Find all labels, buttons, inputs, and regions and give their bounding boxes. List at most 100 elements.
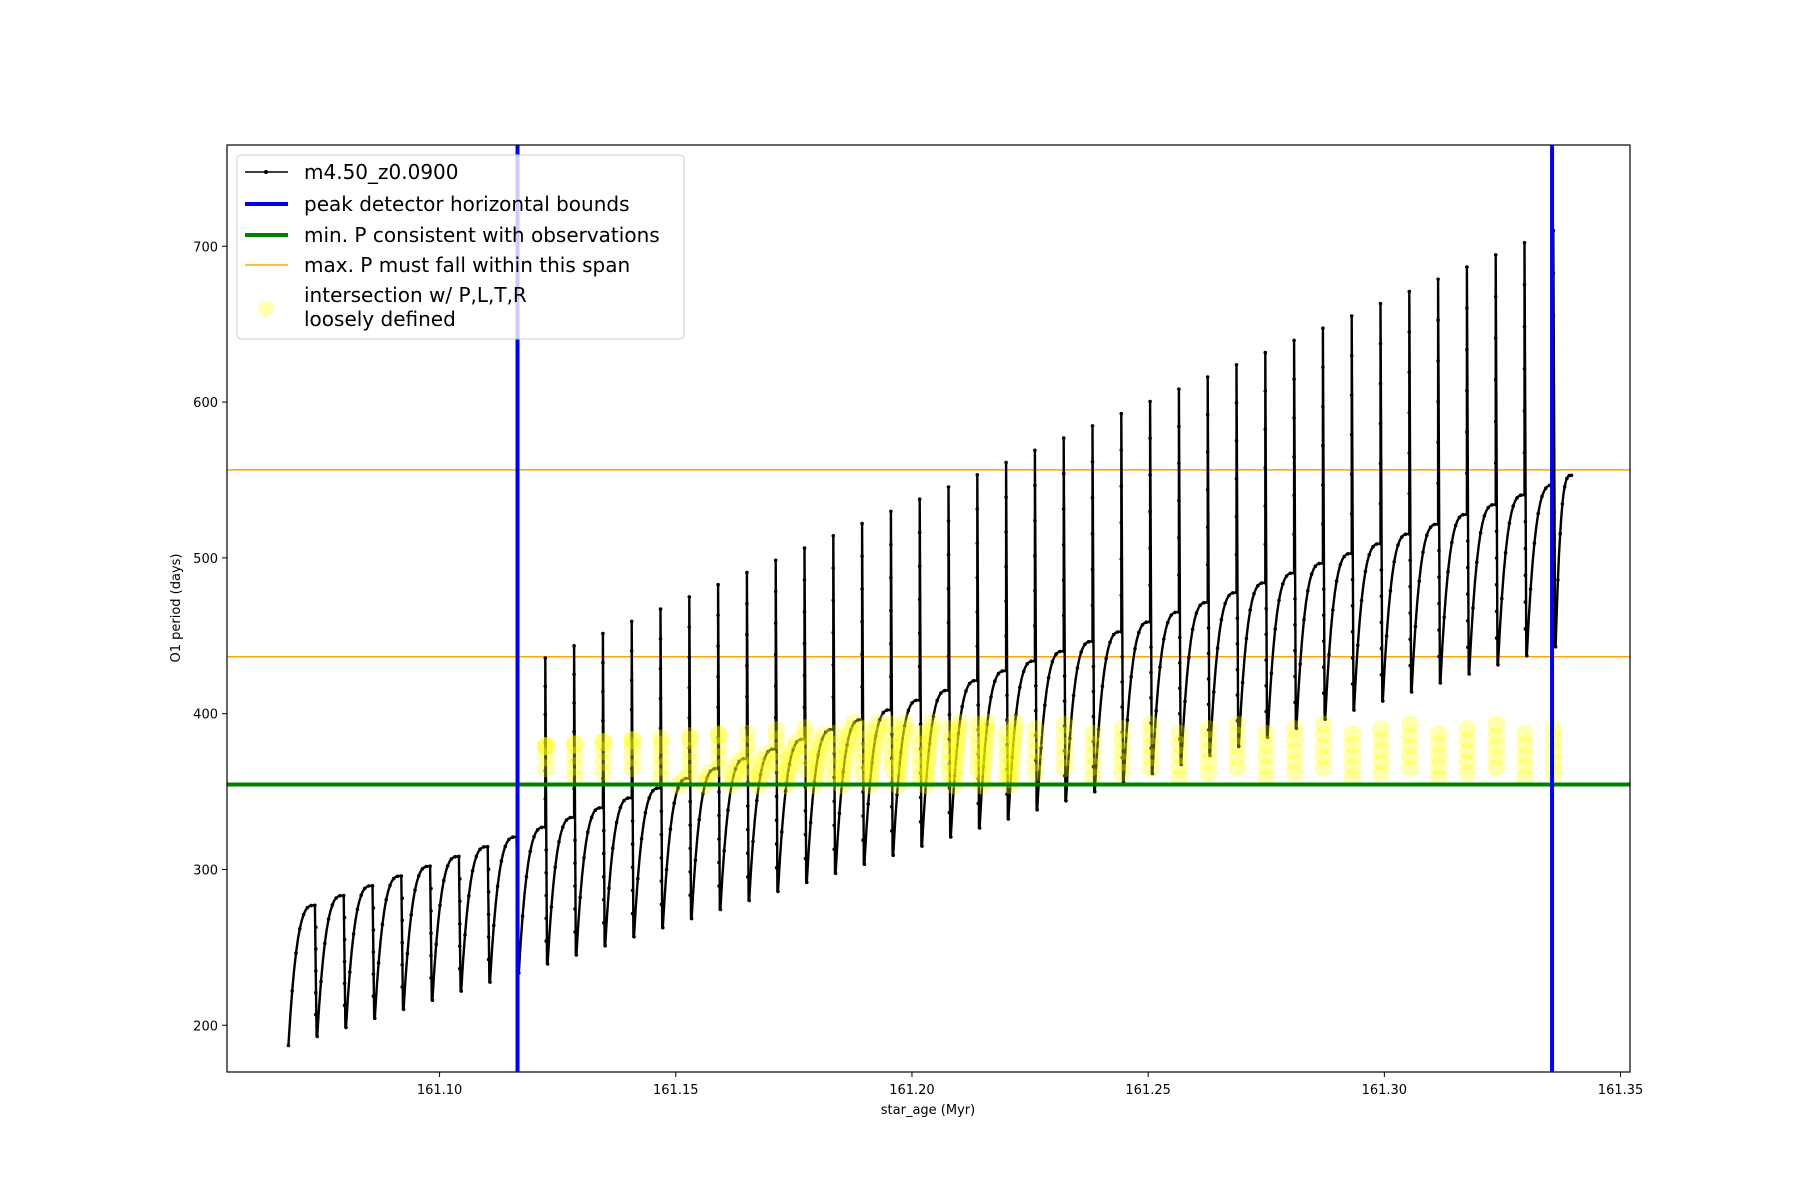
track-point: [845, 743, 849, 748]
track-point: [1562, 484, 1567, 489]
track-point: [1436, 440, 1440, 445]
track-point: [989, 695, 993, 699]
track-point: [1540, 494, 1544, 499]
track-point: [510, 835, 515, 839]
track-point: [1198, 603, 1202, 608]
intersection-point: [680, 727, 699, 746]
intersection-point: [911, 746, 930, 765]
track-point: [1005, 718, 1009, 722]
track-point: [629, 707, 634, 712]
track-point: [1482, 514, 1487, 518]
track-point: [630, 888, 635, 893]
track-point: [1150, 771, 1155, 776]
track-point: [544, 848, 548, 852]
intersection-point: [1487, 726, 1506, 745]
track-point: [543, 684, 548, 688]
track-point: [601, 776, 605, 781]
intersection-point: [922, 720, 941, 739]
track-point: [902, 724, 907, 728]
intersection-point: [1006, 714, 1025, 732]
track-point: [1436, 399, 1440, 404]
track-point: [1349, 353, 1354, 358]
track-point: [1437, 601, 1441, 606]
track-point: [860, 652, 864, 657]
track-point: [659, 832, 664, 837]
track-point: [1400, 535, 1404, 539]
track-point: [1323, 717, 1327, 721]
track-point: [1018, 685, 1022, 690]
track-point: [1292, 377, 1296, 382]
intersection-point: [1084, 724, 1103, 743]
track-point: [746, 875, 750, 879]
track-point: [543, 797, 548, 801]
track-point: [881, 710, 886, 715]
track-point: [1494, 529, 1499, 534]
track-point: [544, 893, 548, 898]
track-point: [1292, 338, 1296, 343]
track-point: [1321, 404, 1325, 409]
track-point: [1263, 350, 1268, 355]
legend-label-bounds: peak detector horizontal bounds: [304, 192, 630, 216]
track-point: [1293, 674, 1297, 679]
track-point: [298, 926, 302, 931]
track-point: [1350, 630, 1355, 634]
track-point: [658, 607, 663, 611]
intersection-point: [594, 733, 613, 752]
intersection-point: [893, 732, 912, 751]
track-point: [400, 940, 405, 945]
track-point: [1119, 593, 1124, 598]
track-point: [499, 859, 504, 863]
track-point: [543, 825, 548, 829]
track-point: [1292, 493, 1296, 498]
track-point: [1522, 366, 1527, 371]
track-point: [614, 820, 619, 825]
track-point: [1208, 753, 1212, 758]
intersection-point: [565, 768, 584, 787]
track-point: [899, 751, 903, 755]
track-point: [330, 903, 335, 907]
track-point: [400, 985, 405, 989]
x-axis-label: star_age (Myr): [881, 1103, 975, 1118]
intersection-point: [948, 732, 967, 751]
track-point: [442, 878, 446, 883]
intersection-point: [1199, 720, 1218, 739]
track-point: [1321, 561, 1325, 565]
max-p-span-lines: [227, 469, 1630, 658]
track-point: [860, 521, 864, 526]
track-point: [1465, 471, 1469, 476]
intersection-point: [1141, 737, 1160, 756]
track-point: [1190, 627, 1195, 632]
track-point: [1558, 531, 1562, 536]
track-point: [1093, 789, 1097, 794]
track-point: [1035, 808, 1039, 812]
track-point: [549, 905, 554, 909]
track-point: [1104, 656, 1108, 661]
intersection-point: [1343, 735, 1362, 754]
track-point: [486, 890, 491, 894]
track-point: [1322, 691, 1326, 695]
track-point: [1064, 799, 1068, 803]
track-point: [1408, 558, 1412, 563]
track-point: [658, 756, 663, 760]
intersection-point: [1487, 715, 1506, 734]
track-point: [773, 589, 778, 594]
track-point: [1115, 630, 1120, 634]
intersection-point: [853, 720, 872, 739]
track-point: [658, 726, 663, 731]
track-point: [572, 815, 576, 820]
track-point: [371, 994, 376, 998]
track-point: [774, 865, 779, 870]
track-point: [1500, 596, 1504, 601]
intersection-point: [806, 763, 825, 782]
track-point: [409, 913, 414, 917]
intersection-point: [812, 732, 831, 751]
intersection-point: [1026, 742, 1045, 761]
intersection-point: [1228, 715, 1247, 734]
track-point: [351, 932, 356, 936]
track-point: [485, 844, 490, 849]
track-point: [1148, 436, 1152, 441]
track-point: [1090, 495, 1095, 500]
track-point: [920, 844, 924, 848]
track-point: [1149, 695, 1153, 700]
intersection-point: [1055, 748, 1074, 767]
